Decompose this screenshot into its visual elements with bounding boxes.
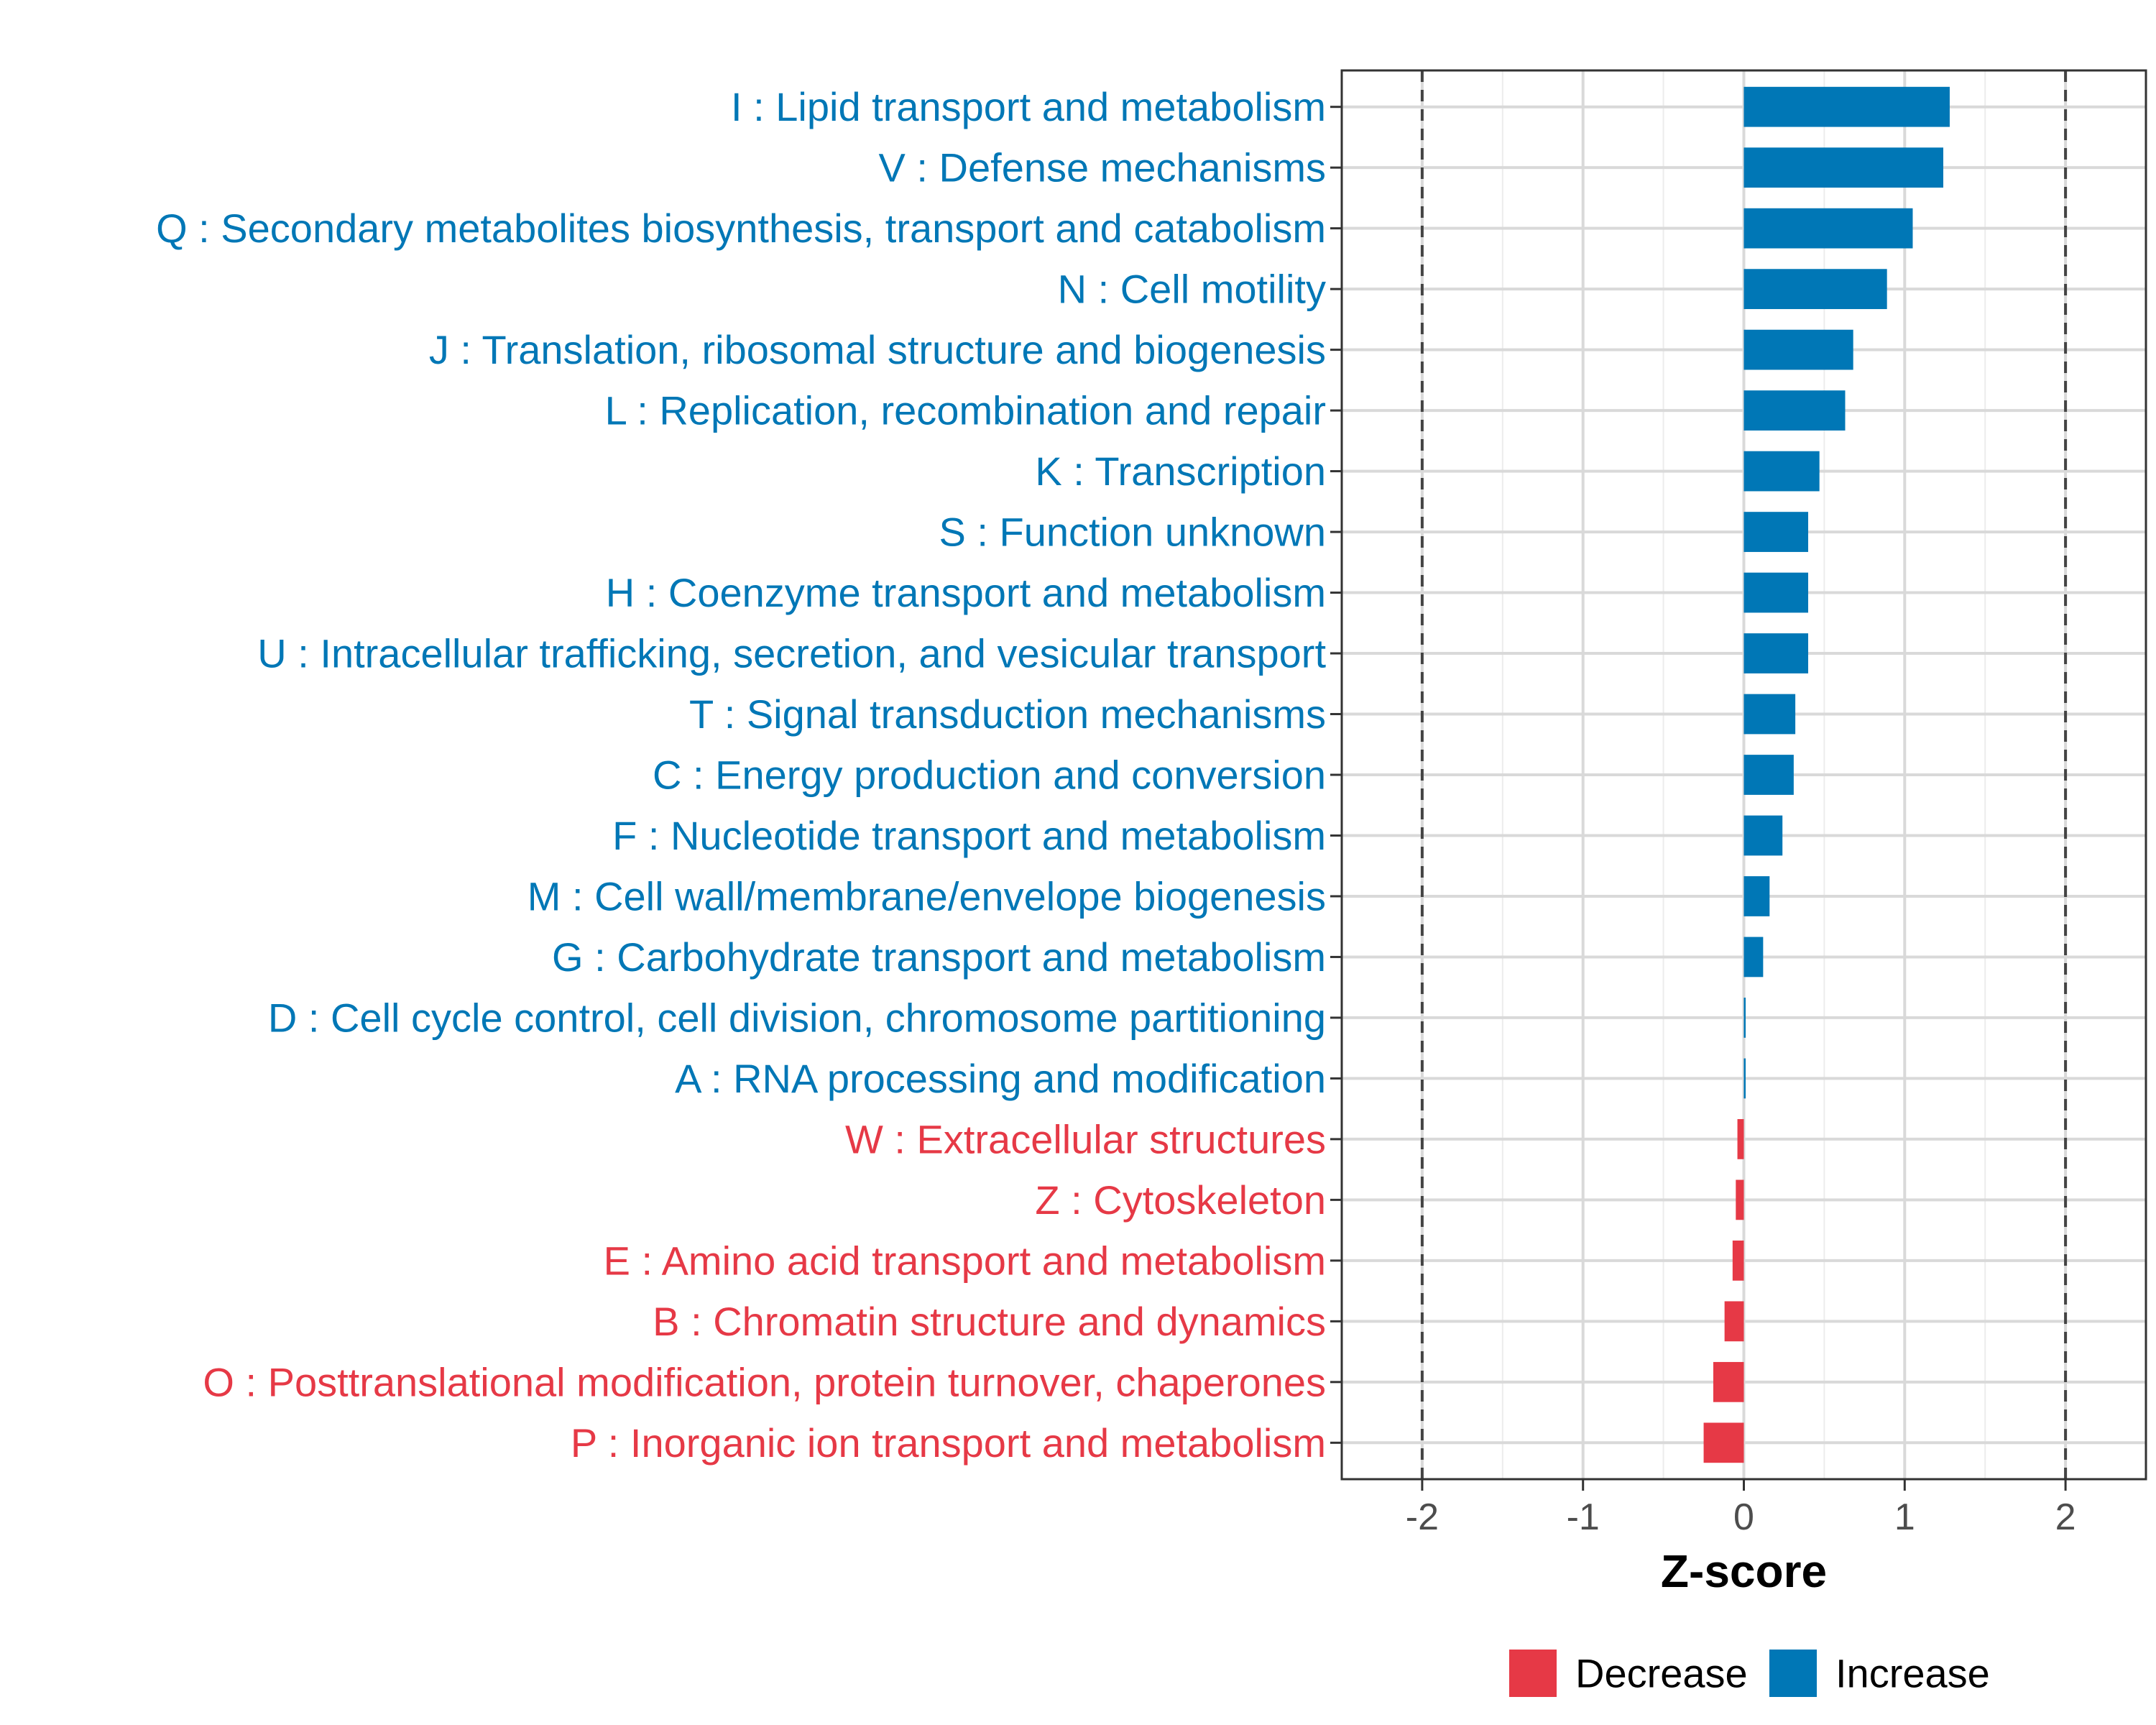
bar bbox=[1743, 694, 1796, 735]
y-axis-ticks: I : Lipid transport and metabolism V : De… bbox=[156, 84, 1342, 1466]
bar bbox=[1743, 572, 1809, 613]
category-label: V : Defense mechanisms bbox=[879, 145, 1326, 190]
bar bbox=[1743, 451, 1820, 492]
bar bbox=[1737, 1119, 1744, 1159]
category-label: M : Cell wall/membrane/envelope biogenes… bbox=[528, 873, 1326, 919]
legend-swatch bbox=[1769, 1650, 1817, 1697]
x-tick-label: -1 bbox=[1567, 1496, 1600, 1538]
category-label: N : Cell motility bbox=[1058, 267, 1326, 312]
category-label: G : Carbohydrate transport and metabolis… bbox=[552, 934, 1326, 980]
bar bbox=[1743, 86, 1950, 127]
category-label: E : Amino acid transport and metabolism bbox=[604, 1238, 1326, 1283]
x-tick-label: 2 bbox=[2055, 1496, 2076, 1538]
legend-label: Increase bbox=[1835, 1651, 1990, 1696]
bar bbox=[1736, 1179, 1744, 1220]
category-label: Q : Secondary metabolites biosynthesis, … bbox=[156, 206, 1326, 251]
bar bbox=[1743, 329, 1853, 370]
x-tick-label: 1 bbox=[1894, 1496, 1915, 1538]
bar bbox=[1743, 512, 1809, 552]
category-label: P : Inorganic ion transport and metaboli… bbox=[571, 1420, 1326, 1466]
category-label: C : Energy production and conversion bbox=[653, 753, 1326, 798]
category-label: D : Cell cycle control, cell division, c… bbox=[268, 995, 1326, 1040]
category-label: B : Chromatin structure and dynamics bbox=[653, 1299, 1326, 1344]
category-label: U : Intracellular trafficking, secretion… bbox=[257, 631, 1326, 676]
x-tick-label: 0 bbox=[1733, 1496, 1754, 1538]
category-label: W : Extracellular structures bbox=[845, 1116, 1326, 1162]
legend-label: Decrease bbox=[1575, 1651, 1748, 1696]
category-label: J : Translation, ribosomal structure and… bbox=[429, 327, 1326, 372]
bar bbox=[1713, 1361, 1744, 1402]
category-label: K : Transcription bbox=[1035, 448, 1326, 494]
legend-swatch bbox=[1509, 1650, 1557, 1697]
category-label: Z : Cytoskeleton bbox=[1035, 1177, 1326, 1223]
legend: Decrease Increase bbox=[1509, 1650, 1990, 1697]
bars bbox=[1703, 86, 1950, 1463]
bar bbox=[1703, 1422, 1744, 1463]
bar bbox=[1743, 876, 1770, 916]
bar bbox=[1724, 1301, 1744, 1342]
category-label: I : Lipid transport and metabolism bbox=[731, 84, 1326, 129]
category-label: A : RNA processing and modification bbox=[675, 1056, 1326, 1101]
category-label: F : Nucleotide transport and metabolism bbox=[612, 813, 1326, 858]
bar bbox=[1743, 269, 1887, 310]
category-label: L : Replication, recombination and repai… bbox=[605, 388, 1326, 433]
bar bbox=[1743, 937, 1764, 978]
category-label: T : Signal transduction mechanisms bbox=[689, 691, 1326, 737]
category-label: S : Function unknown bbox=[939, 510, 1326, 555]
reference-lines bbox=[1420, 70, 2068, 1479]
bar bbox=[1743, 998, 1746, 1038]
bar bbox=[1743, 633, 1809, 673]
bar bbox=[1743, 147, 1944, 188]
bar bbox=[1743, 1058, 1746, 1099]
x-axis-ticks: -2 -1 0 1 2 bbox=[1406, 1479, 2076, 1538]
bar bbox=[1743, 815, 1783, 856]
bar bbox=[1732, 1240, 1744, 1281]
category-label: H : Coenzyme transport and metabolism bbox=[606, 570, 1326, 615]
bar bbox=[1743, 208, 1913, 249]
category-label: O : Posttranslational modification, prot… bbox=[203, 1359, 1326, 1404]
bar bbox=[1743, 755, 1794, 795]
bar bbox=[1743, 390, 1846, 431]
x-tick-label: -2 bbox=[1406, 1496, 1439, 1538]
x-axis-title: Z-score bbox=[1661, 1545, 1827, 1597]
